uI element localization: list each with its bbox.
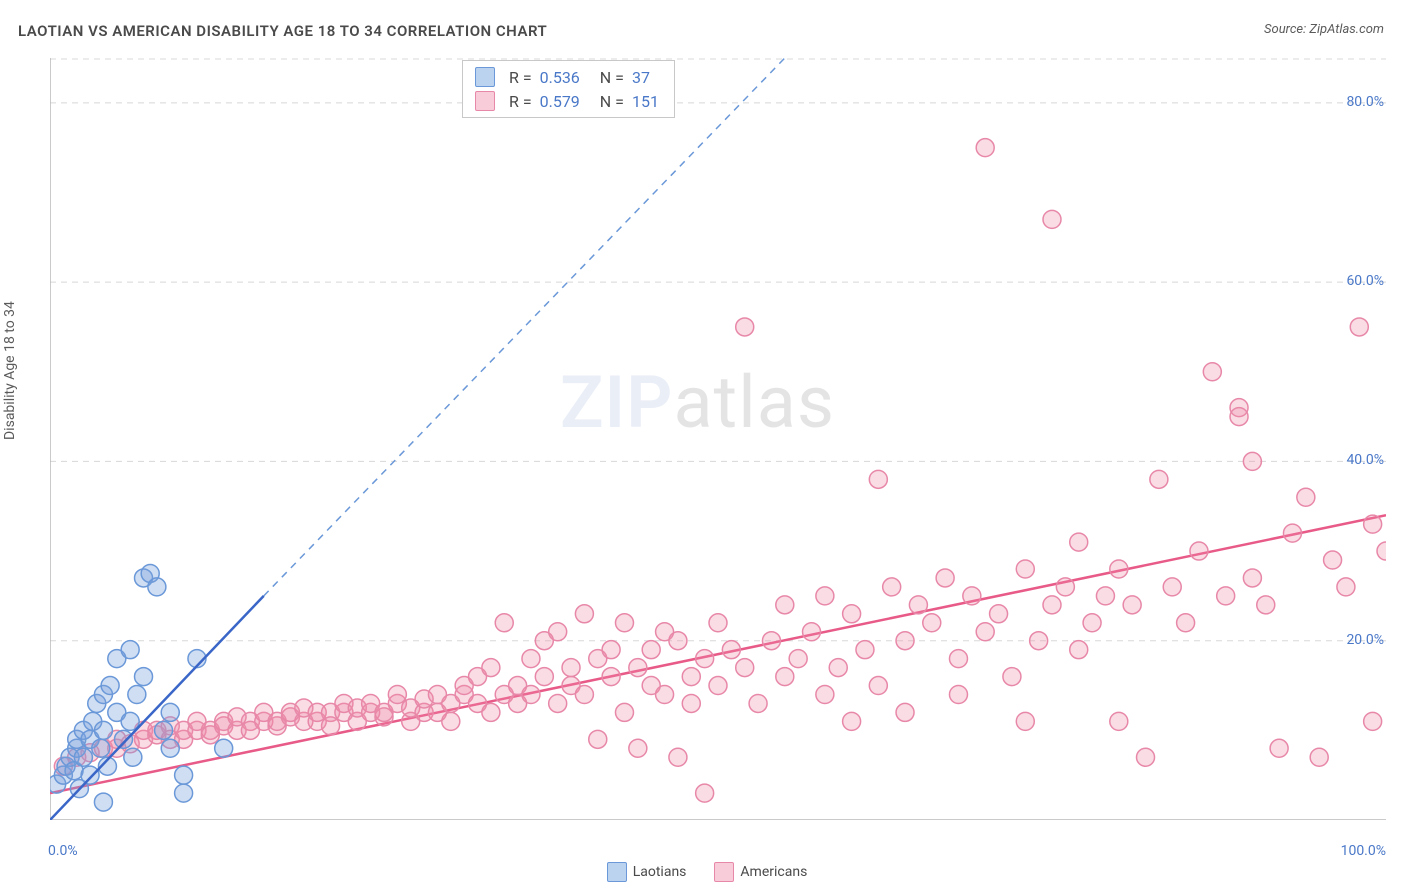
legend-swatch <box>714 862 734 882</box>
legend-label: Laotians <box>633 864 687 880</box>
legend-swatch <box>607 862 627 882</box>
correlation-row: R = 0.579N = 151 <box>475 89 662 113</box>
correlation-legend: R = 0.536N = 37R = 0.579N = 151 <box>462 60 675 118</box>
y-tick-label: 40.0% <box>1346 452 1384 468</box>
series-legend: Laotians Americans <box>0 862 1406 882</box>
chart-title: LAOTIAN VS AMERICAN DISABILITY AGE 18 TO… <box>18 22 547 40</box>
x-max-label: 100.0% <box>1341 843 1386 859</box>
correlation-row: R = 0.536N = 37 <box>475 65 662 89</box>
source-attribution: Source: ZipAtlas.com <box>1264 22 1384 37</box>
y-tick-label: 60.0% <box>1346 273 1384 289</box>
y-axis-label: Disability Age 18 to 34 <box>2 301 18 440</box>
scatter-plot <box>50 58 1386 820</box>
y-tick-label: 80.0% <box>1346 94 1384 110</box>
y-tick-label: 20.0% <box>1346 632 1384 648</box>
legend-label: Americans <box>740 864 807 880</box>
x-min-label: 0.0% <box>48 843 78 859</box>
